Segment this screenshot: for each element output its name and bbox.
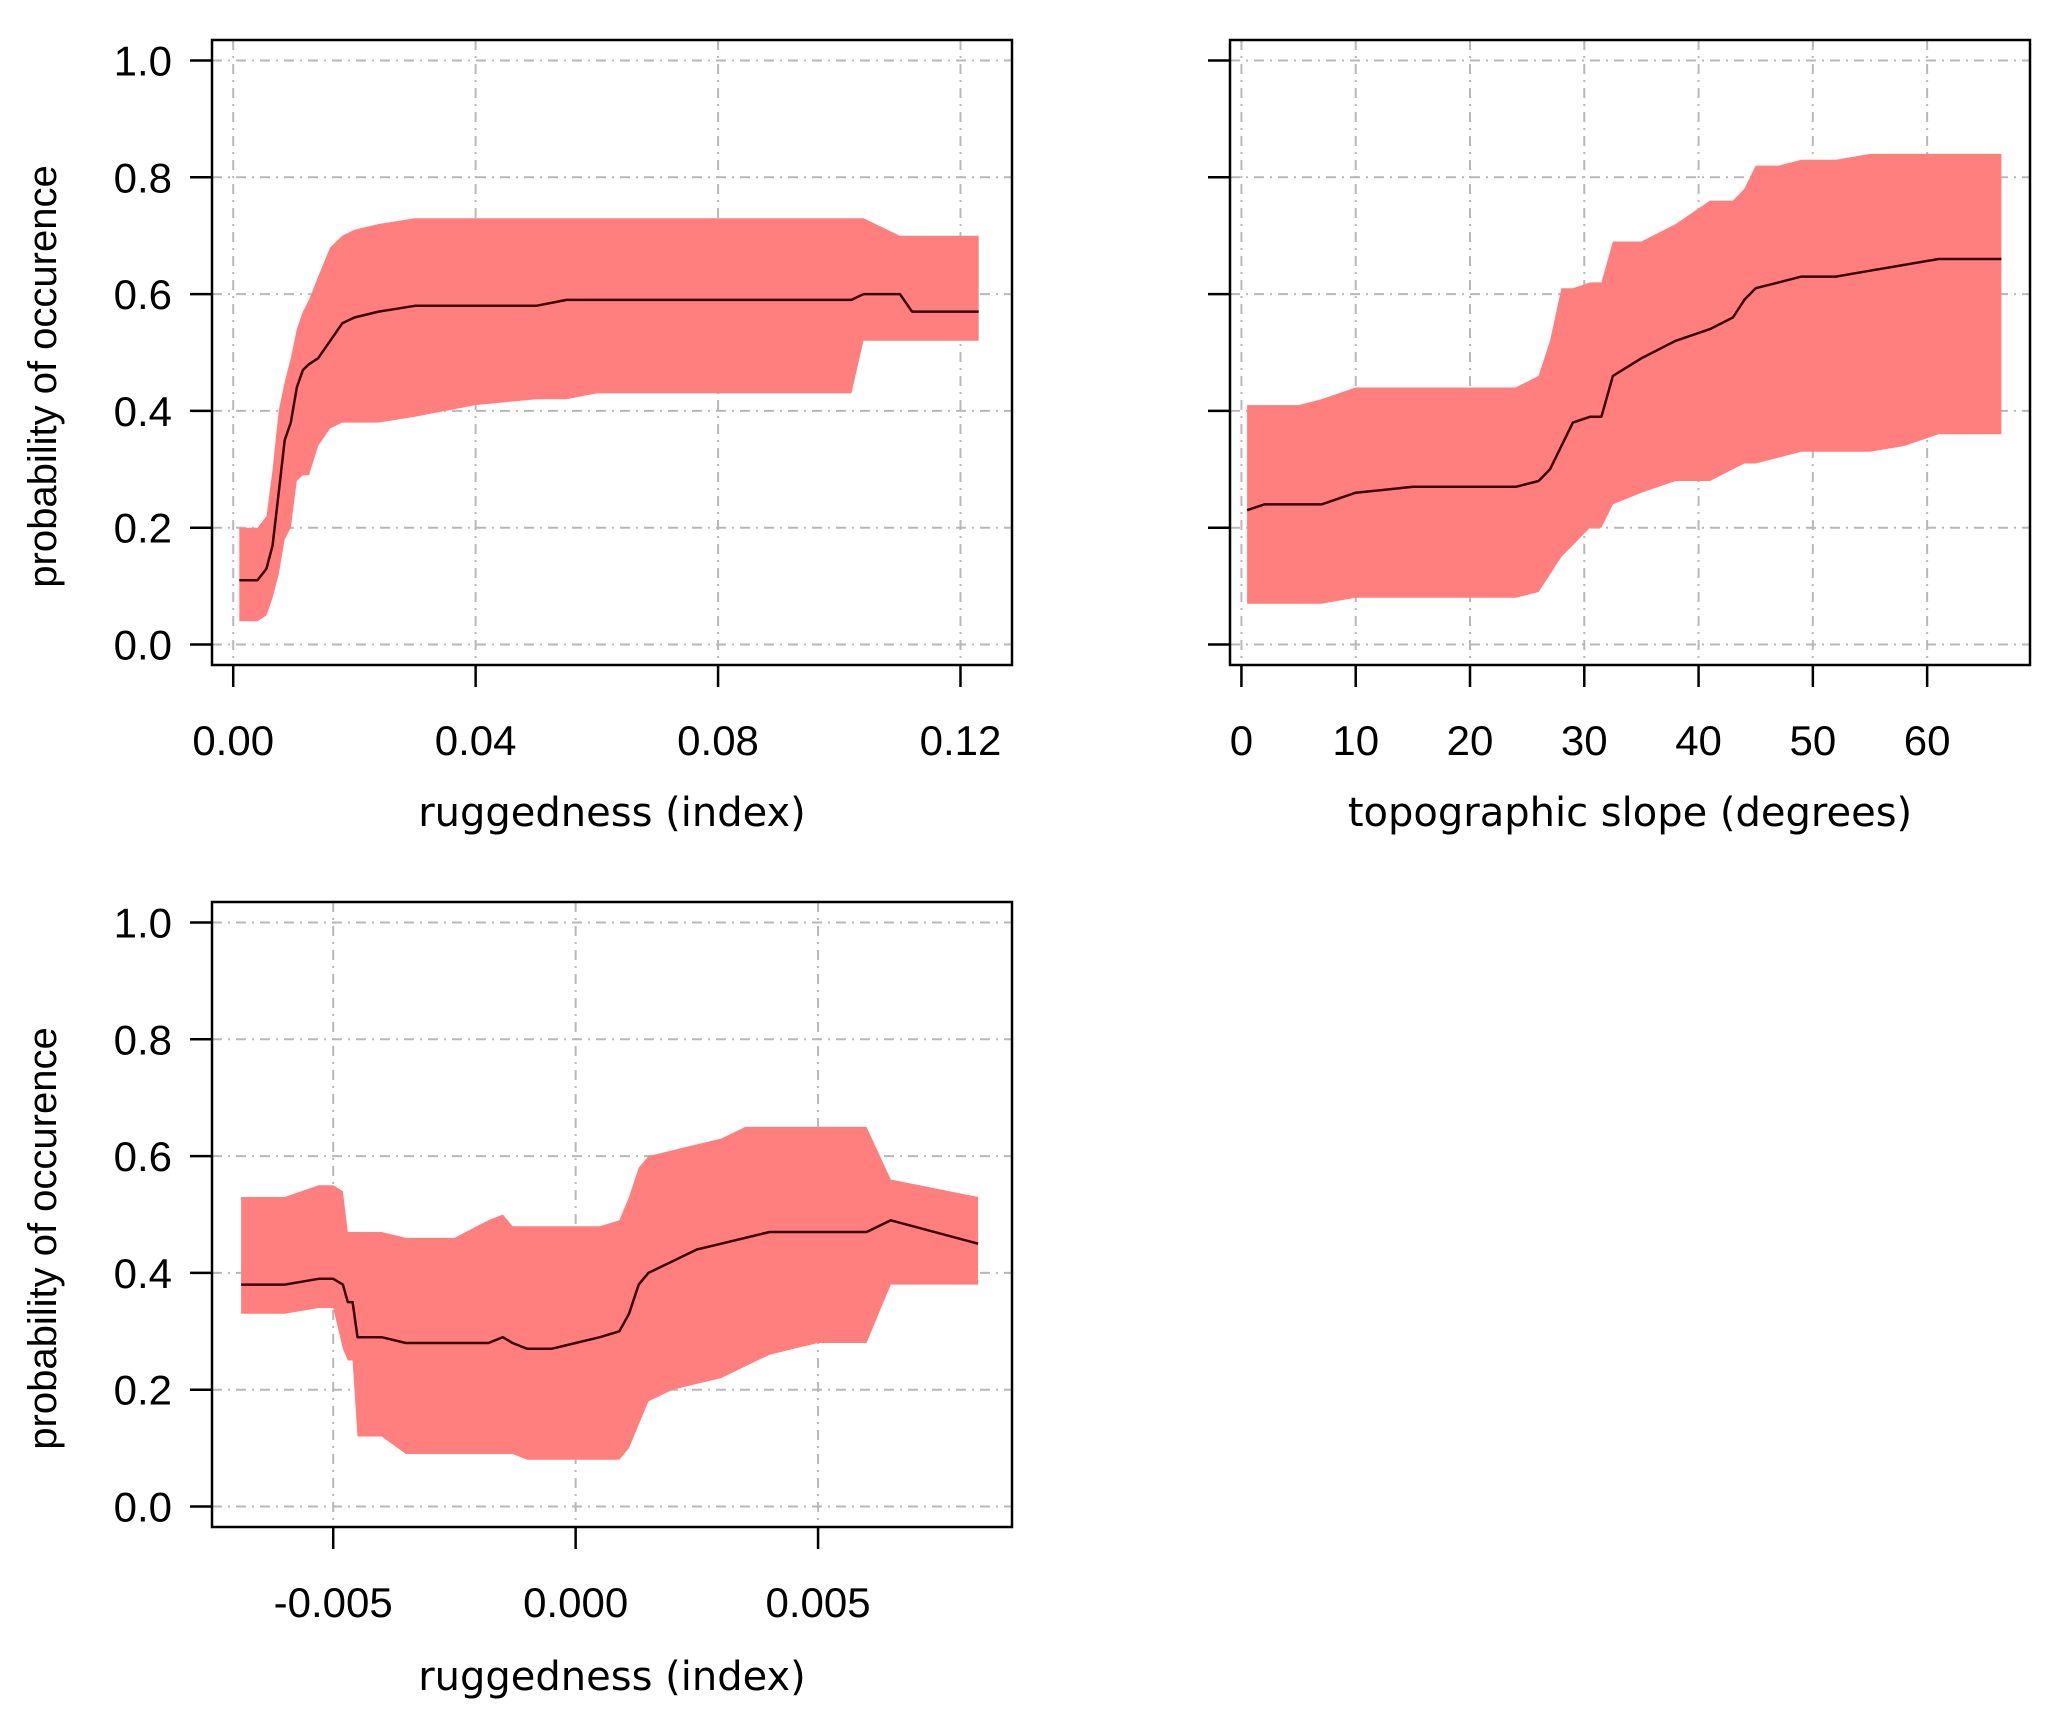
y-tick-label: 0.4 xyxy=(114,1250,172,1297)
x-tick-label: 0.00 xyxy=(192,717,274,764)
y-tick-label: 1.0 xyxy=(114,899,172,946)
x-tick-label: 0.000 xyxy=(523,1579,628,1626)
confidence-band xyxy=(241,1126,979,1460)
x-tick-label: 0.005 xyxy=(766,1579,871,1626)
x-tick-label: 0 xyxy=(1230,717,1253,764)
x-tick-label: 50 xyxy=(1789,717,1836,764)
plot-panel-1: 0.0 0.2 0.4 0.6 0.8 1.0 0.00 0.04 0.08 0.12 rugged… xyxy=(21,37,1014,836)
response-line xyxy=(239,292,979,582)
x-tick-label: 40 xyxy=(1675,717,1722,764)
response-line xyxy=(241,1219,979,1351)
x-axis-label: topographic slope (degrees) xyxy=(1348,790,1912,836)
y-tick-label: 0.2 xyxy=(114,505,172,552)
plot-frame xyxy=(1228,38,2032,667)
x-tick-label: 0.04 xyxy=(435,717,517,764)
confidence-band xyxy=(1247,153,2002,604)
x-tick-label: 30 xyxy=(1561,717,1608,764)
x-tick-label: 60 xyxy=(1904,717,1951,764)
y-axis-label: probability of occurence xyxy=(21,1027,65,1449)
plot-panel-3: 0.0 0.2 0.4 0.6 0.8 1.0 -0.005 0.000 0.005 rugged… xyxy=(21,899,1014,1700)
y-tick-label: 0.2 xyxy=(114,1367,172,1414)
x-axis-label: ruggedness (index) xyxy=(418,1654,806,1700)
y-tick-label: 0.4 xyxy=(114,388,172,435)
plot-panel-2: 0 10 20 30 40 50 60 topographic slope (degrees) xyxy=(1208,38,2032,836)
y-tick-label: 1.0 xyxy=(114,37,172,84)
response-line xyxy=(1246,257,2002,512)
x-tick-label: -0.005 xyxy=(274,1579,393,1626)
x-tick-label: 10 xyxy=(1332,717,1379,764)
x-tick-label: 0.08 xyxy=(677,717,759,764)
y-tick-label: 0.0 xyxy=(114,622,172,669)
plot-frame xyxy=(210,38,1014,667)
y-tick-label: 0.8 xyxy=(114,154,172,201)
y-tick-label: 0.6 xyxy=(114,1133,172,1180)
x-tick-label: 0.12 xyxy=(920,717,1002,764)
y-tick-label: 0.8 xyxy=(114,1016,172,1063)
y-tick-label: 0.6 xyxy=(114,271,172,318)
x-axis-label: ruggedness (index) xyxy=(418,790,806,836)
x-tick-label: 20 xyxy=(1447,717,1494,764)
y-axis-label: probability of occurence xyxy=(21,165,65,587)
y-tick-label: 0.0 xyxy=(114,1484,172,1531)
plot-frame xyxy=(210,900,1014,1529)
confidence-band xyxy=(239,218,979,622)
